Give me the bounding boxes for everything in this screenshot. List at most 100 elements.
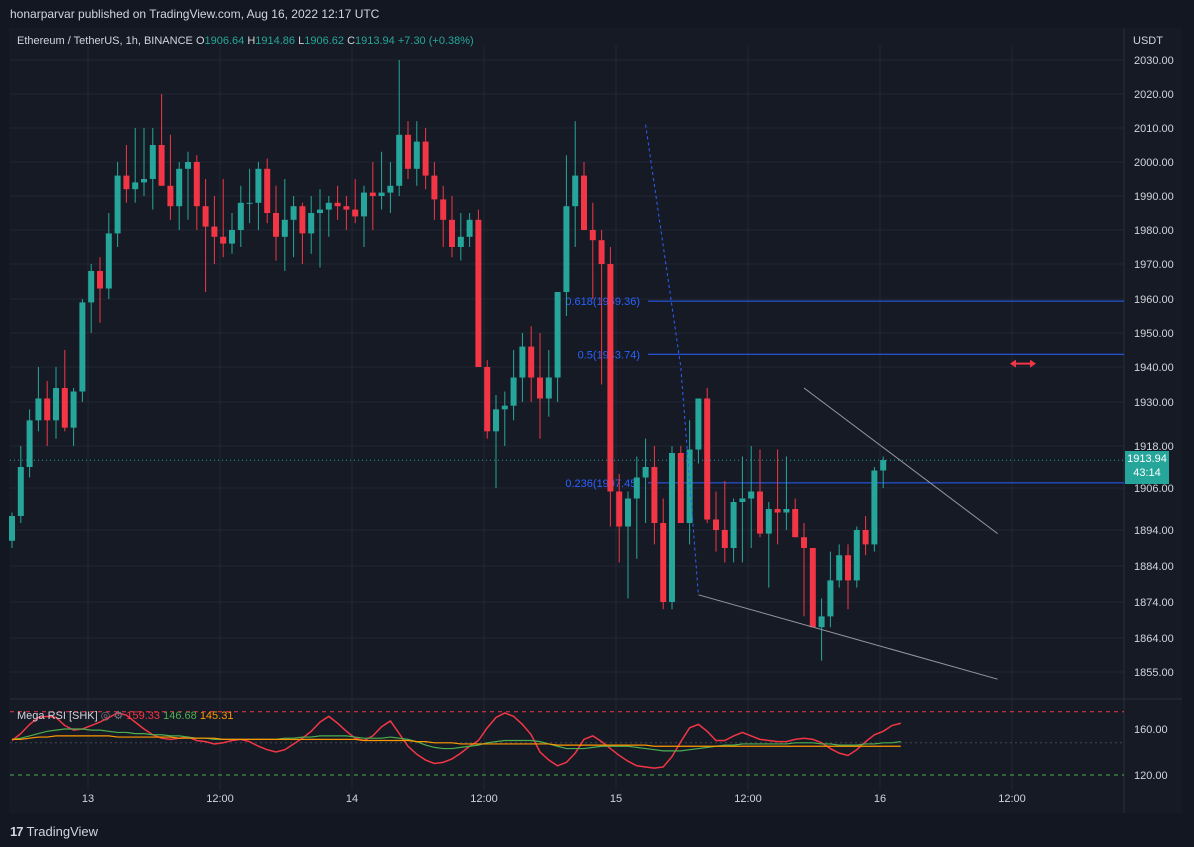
tradingview-logo[interactable]: 17 TradingView [10,824,98,839]
candle-body [132,182,139,190]
last-price: 1913.94 [1127,453,1167,465]
candle-body [229,230,235,244]
candle-body [123,175,130,190]
price-tick-label: 1918.00 [1134,441,1174,453]
time-tick-label: 12:00 [206,793,234,805]
price-tick-label: 2030.00 [1134,55,1174,67]
candle-body [387,185,394,193]
candle-body [149,145,156,179]
candle-body [431,175,438,200]
candle-body [554,292,561,378]
candle-body [413,141,420,169]
arrow-right-head [1030,359,1036,368]
last-price-tag: 1913.94 43:14 [1125,451,1169,484]
fib-level-label: 0.236(1907.45) [565,478,640,490]
candle-body [836,555,843,581]
candle-body [396,134,403,186]
candle-body [361,192,367,217]
candle-body [801,537,807,548]
candle-body [713,519,719,530]
low-label: L [298,35,305,47]
candle-body [695,398,702,450]
rsi-value-1: 159.33 [126,710,161,722]
high-value: 1914.86 [255,35,296,47]
grid [10,28,1182,813]
rsi-legend: Mega RSI [SHK] ◎ ⚙ 159.33 146.68 145.31 [17,709,233,722]
publisher-bar: honarparvar published on TradingView.com… [0,0,1194,28]
price-tick-label: 1855.00 [1134,667,1174,679]
price-tick-label: 1864.00 [1134,633,1174,645]
candle-body [493,409,499,432]
candle-body [871,470,878,545]
candle-body [352,209,359,217]
candle-body [686,449,693,523]
candle-body [440,199,447,220]
price-tick-label: 1980.00 [1134,225,1174,237]
high-label: H [247,35,256,47]
close-label: C [347,35,356,47]
price-tick-label: 2020.00 [1134,89,1174,101]
symbol-legend: Ethereum / TetherUS, 1h, BINANCE O1906.6… [17,35,474,47]
price-tick-label: 1930.00 [1134,397,1174,409]
candle-body [88,271,95,303]
candle-body [484,367,491,432]
candle-body [255,168,262,203]
candle-body [607,264,614,492]
arrow-left-head [1010,359,1016,368]
price-tick-label: 1950.00 [1134,328,1174,340]
settings-icon[interactable]: ⚙ [113,710,124,722]
candle-body [572,175,579,207]
candle-body [141,179,147,183]
footer: 17 TradingView [0,815,1194,847]
open-label: O [195,35,205,47]
candle-body [70,391,77,428]
candle-body [193,162,200,207]
candle-body [827,580,834,617]
candle-body [475,219,482,367]
chart-frame[interactable] [9,28,1182,813]
eye-icon[interactable]: ◎ [100,710,111,722]
rsi-series-line [11,728,901,752]
lower-trendline [698,594,998,680]
candle-body [545,377,552,399]
candle-body [308,213,315,234]
rsi-value-2: 146.68 [163,710,197,722]
rsi-series-line [12,735,901,747]
price-tick-label: 2000.00 [1134,157,1174,169]
rsi-value-3: 145.31 [199,710,234,722]
candle-body [880,460,887,471]
candle-body [677,453,684,523]
low-value: 1906.62 [304,35,344,47]
candle-body [466,219,473,237]
candle-body [343,206,350,210]
candle-body [792,509,799,538]
upper-trendline [803,387,998,534]
candle-body [185,162,191,169]
candle-body [35,398,42,421]
candle-body [114,175,121,234]
candle-body [220,236,227,244]
candle-body [537,377,543,399]
brand-name: TradingView [26,824,99,839]
fib-level-label: 0.618(1959.36) [565,296,640,308]
axis-unit: USDT [1133,35,1163,47]
price-tick-label: 1906.00 [1134,483,1174,495]
time-tick-label: 12:00 [470,793,498,805]
candle-body [264,168,271,213]
publisher-line: honarparvar published on TradingView.com… [10,7,380,21]
candle-body [704,398,711,520]
price-tick-label: 1894.00 [1134,525,1174,537]
rsi-name: Mega RSI [SHK] [17,710,98,722]
candle-body [598,240,605,264]
candle-body [774,509,781,513]
candle-body [369,192,376,196]
candle-body [97,271,103,289]
candle-body [176,168,183,207]
candle-body [528,346,535,378]
candle-body [809,548,816,628]
candle-body [281,219,288,237]
candle-body [818,616,825,628]
candle-body [449,219,455,247]
price-tick-label: 1960.00 [1134,294,1174,306]
